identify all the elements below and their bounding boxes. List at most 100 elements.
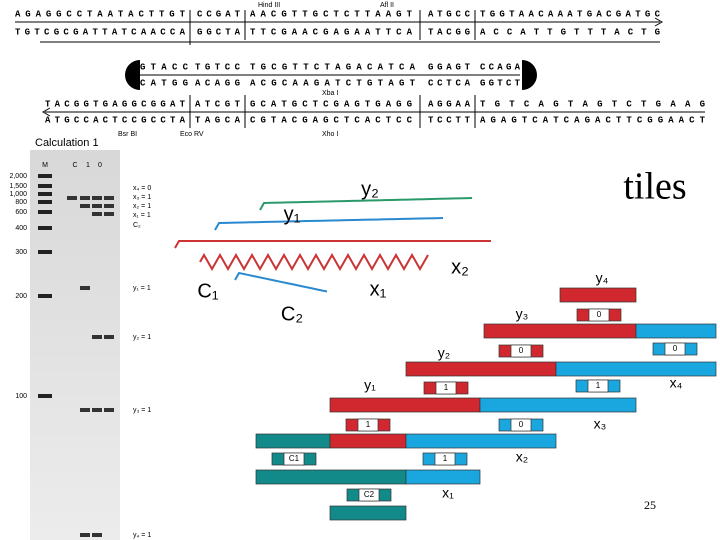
enzyme-label: Hind III: [258, 2, 280, 9]
gel-band: [38, 394, 52, 398]
gel-band: [80, 286, 90, 290]
tile-strand: [479, 397, 637, 413]
enzyme-label: Eco RV: [180, 131, 204, 138]
band-label: y₄ = 1: [133, 532, 151, 539]
tile-label: y₁: [364, 377, 376, 393]
dna-sequence: AACGTTGCTCTTAAGT: [250, 9, 413, 19]
tile-strand: [483, 323, 637, 339]
dna-sequence: CATGG: [140, 78, 188, 88]
size-marker: 2,000: [9, 173, 27, 180]
dna-sequence: GGCTA: [197, 27, 241, 37]
tile-strand: [559, 287, 637, 303]
dna-sequence: ACAGG: [195, 78, 240, 88]
gel-band: [38, 184, 52, 188]
page-number: 25: [644, 498, 656, 512]
band-label: y₃ = 1: [133, 407, 151, 414]
gel-band: [38, 210, 52, 214]
tile-label: y₃: [516, 306, 529, 322]
gel-band: [92, 335, 102, 339]
enzyme-label: Xba I: [322, 90, 338, 97]
tile-strand: [555, 361, 717, 377]
tile-box-label: 1: [444, 383, 449, 392]
slide-title: tiles: [623, 166, 686, 208]
tile-strand: [405, 469, 481, 485]
dna-sequence: CGTACGAGCTCACTCC: [250, 115, 413, 125]
dna-sequence: TGTCAGTAGTCTGAAG: [480, 99, 705, 109]
enzyme-label: Afl II: [380, 2, 394, 9]
tile-box: [510, 418, 532, 432]
gel-band: [80, 408, 90, 412]
tile-box: [664, 342, 686, 356]
lane-label: M: [42, 162, 48, 169]
dna-sequence: TGTCGCGATTATCAACCA: [15, 27, 186, 37]
helix: [199, 252, 429, 272]
size-marker: 400: [15, 225, 27, 232]
dna-sequence: GGAGT: [428, 62, 471, 72]
dna-sequence: TTCGAACGAGAATTCA: [250, 27, 413, 37]
tile-strand: [405, 433, 557, 449]
lane-label: 0: [98, 162, 102, 169]
tile-box: [434, 452, 456, 466]
tile-box-label: 1: [443, 454, 448, 463]
tile-box-label: C1: [289, 454, 300, 463]
tile-label: x₄: [670, 375, 683, 391]
tile-label: y₂: [438, 345, 450, 361]
dna-sequence: CCGAT: [197, 9, 241, 19]
helix: [214, 217, 444, 231]
tile-box: [587, 379, 609, 393]
tile-box: [435, 381, 457, 395]
dna-sequence: TACGG: [428, 27, 470, 37]
tile-label: y₄: [596, 270, 609, 286]
hairpin: [125, 60, 140, 90]
hairpin: [522, 60, 537, 90]
tile-box: [588, 308, 610, 322]
gel-band: [38, 294, 52, 298]
dna-sequence: AGAGTCATCAGACTTCGGAACT: [480, 115, 706, 125]
size-marker: 200: [15, 293, 27, 300]
helix: [174, 240, 491, 249]
band-label: C₂: [133, 222, 141, 229]
gel-band: [92, 533, 102, 537]
lane-label: 1: [86, 162, 90, 169]
dna-sequence: CCAGA: [480, 62, 521, 72]
tile-strand: [405, 361, 557, 377]
molecule-label: x₁: [370, 278, 387, 300]
size-marker: 800: [15, 199, 27, 206]
helix: [234, 271, 328, 293]
gel: [30, 150, 120, 540]
dna-sequence: TGGTAACAAATGACGATGC: [480, 9, 661, 19]
tile-strand: [635, 323, 717, 339]
tile-box-label: 0: [519, 420, 524, 429]
tile-box-label: 0: [519, 346, 524, 355]
gel-band: [80, 196, 90, 200]
gel-band: [92, 212, 102, 216]
tile-label: x₃: [594, 416, 607, 432]
tile-strand: [255, 433, 331, 449]
tile-diagram: [255, 287, 717, 521]
tile-box-label: 0: [673, 344, 678, 353]
sequence-frame: [15, 10, 705, 128]
gel-band: [104, 212, 114, 216]
gel-band: [104, 196, 114, 200]
helix: [259, 197, 473, 211]
tile-box: [358, 488, 380, 502]
tile-strand: [329, 505, 407, 521]
dna-sequence: ATGCCACTCCGCCTA: [45, 115, 186, 125]
tile-box-label: 1: [596, 381, 601, 390]
tile-box-label: 0: [597, 310, 602, 319]
lane-label: C: [72, 162, 77, 169]
molecule-label: y₂: [361, 178, 379, 200]
gel-band: [38, 174, 52, 178]
tile-strand: [255, 469, 407, 485]
dna-sequence: AGGAA: [428, 99, 471, 109]
dna-sequence: ACCATTGTTTACTG: [480, 27, 660, 37]
molecule-label: C₁: [197, 280, 218, 302]
band-label: y₁ = 1: [133, 285, 151, 292]
tile-strand: [329, 397, 481, 413]
gel-band: [67, 196, 77, 200]
enzyme-label: Bsr BI: [118, 131, 137, 138]
band-label: y₂ = 1: [133, 334, 151, 341]
gel-band: [92, 196, 102, 200]
tile-label: x₂: [516, 449, 528, 465]
